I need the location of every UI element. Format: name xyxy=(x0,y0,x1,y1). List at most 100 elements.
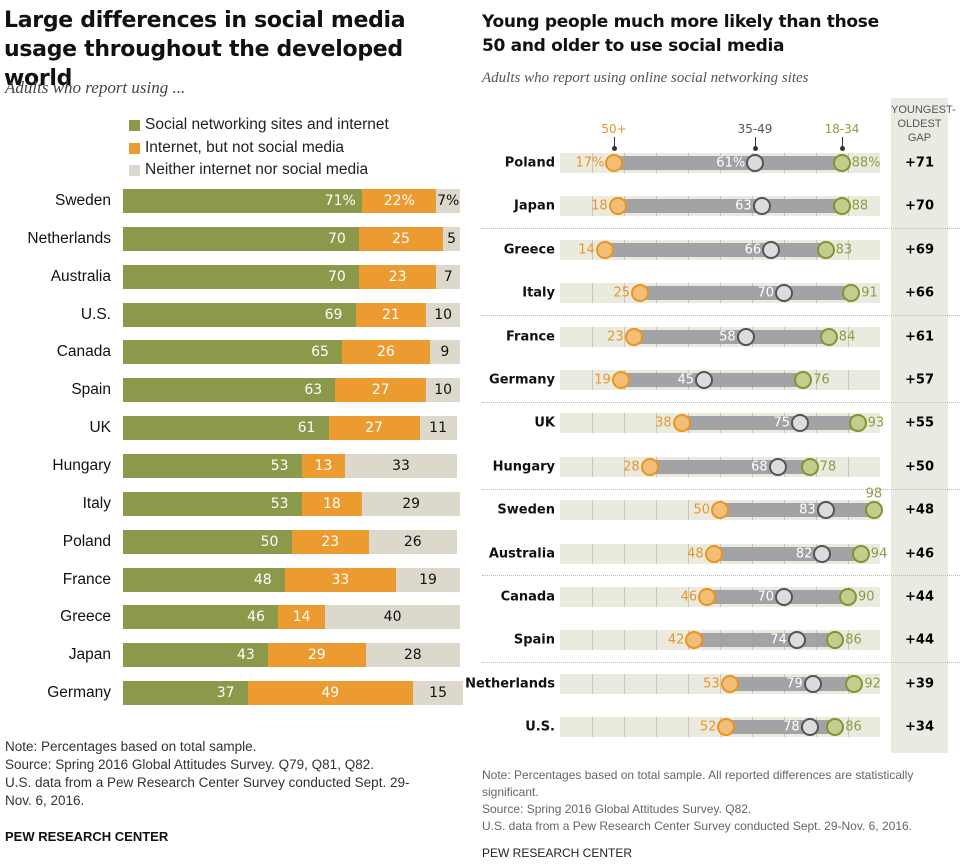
bar-segment-internet-only xyxy=(301,453,346,478)
dot-50plus xyxy=(611,371,630,389)
gridline-tick xyxy=(848,326,849,347)
bar-value-label: 53 xyxy=(270,495,289,512)
bar-value-label: 19 xyxy=(419,571,437,588)
gridline-tick xyxy=(624,630,625,651)
dot-value-label: 52 xyxy=(699,719,717,735)
dot-value-label: 25 xyxy=(613,285,630,301)
bar-value-label: 26 xyxy=(376,344,395,361)
row-group-separator xyxy=(482,314,960,316)
gridline-tick xyxy=(592,370,593,390)
dot-value-label: 94 xyxy=(870,546,888,562)
gridline-tick xyxy=(592,456,593,477)
note-line: Nov. 6, 2016. xyxy=(5,793,85,808)
category-label: Sweden xyxy=(497,502,555,518)
legend-item-social: Social networking sites and internet xyxy=(129,116,389,134)
category-label: UK xyxy=(534,415,555,431)
bar-segment-social xyxy=(123,529,292,554)
bar-segment-social xyxy=(123,681,248,706)
bar-segment-social xyxy=(123,340,343,365)
gridline-tick xyxy=(624,673,625,694)
gridline-tick xyxy=(592,196,593,217)
bar-segment-social xyxy=(123,264,359,289)
gridline-tick xyxy=(848,239,849,260)
dot-value-label: 90 xyxy=(858,589,875,605)
bar-value-label: 70 xyxy=(327,230,346,247)
bar-value-label: 11 xyxy=(429,420,448,437)
dot-35-49 xyxy=(787,631,806,650)
dot-value-label: 86 xyxy=(845,632,862,648)
bar-segment-internet-only xyxy=(335,378,427,403)
dot-value-label: 19 xyxy=(594,372,611,388)
range-bar xyxy=(617,199,842,214)
bar-value-label: 37 xyxy=(216,685,235,702)
bar-value-label: 25 xyxy=(392,230,410,247)
bar-value-label: 29 xyxy=(307,647,326,664)
category-label: Japan xyxy=(514,198,555,214)
bar-value-label: 23 xyxy=(321,533,340,550)
dot-value-label: 75 xyxy=(773,415,790,431)
gridline-tick xyxy=(688,543,689,564)
dot-50plus xyxy=(595,240,614,259)
legend-swatch-green xyxy=(129,119,140,131)
dot-value-label: 70 xyxy=(757,285,774,301)
legend-swatch-orange xyxy=(129,142,140,154)
category-label: Poland xyxy=(62,532,111,550)
dot-35-49 xyxy=(816,501,835,520)
dot-50plus xyxy=(640,457,659,476)
category-label: Japan xyxy=(68,646,111,664)
gridline-tick xyxy=(624,587,625,607)
dot-value-label: 28 xyxy=(623,459,640,475)
dot-value-label: 63 xyxy=(735,198,752,214)
gridline-tick xyxy=(688,500,689,521)
left-chart-note: Note: Percentages based on total sample.… xyxy=(5,738,465,810)
dot-18-34 xyxy=(832,154,851,172)
gridline-tick xyxy=(656,717,657,738)
dot-35-49 xyxy=(775,284,793,303)
gap-value: +50 xyxy=(905,459,934,475)
range-bar xyxy=(633,329,829,344)
dot-18-34 xyxy=(851,544,870,563)
dot-35-49 xyxy=(803,674,822,693)
gridline-tick xyxy=(592,153,593,173)
bar-value-label: 33 xyxy=(331,571,350,588)
dot-value-label: 48 xyxy=(687,546,704,562)
bar-segment-neither xyxy=(436,264,460,289)
dot-value-label: 78 xyxy=(783,719,800,735)
bar-value-label: 26 xyxy=(403,533,422,550)
dot-value-label: 91 xyxy=(861,285,878,301)
category-label: UK xyxy=(89,419,111,437)
dot-value-label: 18 xyxy=(591,198,608,214)
dot-value-label: 50 xyxy=(693,502,710,518)
series-label-50plus: 50+ xyxy=(601,122,627,136)
gridline-tick xyxy=(592,239,593,260)
bar-value-label: 9 xyxy=(440,344,450,361)
bar-segment-neither xyxy=(362,491,460,516)
bar-value-label: 61 xyxy=(297,420,316,437)
category-label: Germany xyxy=(489,372,555,388)
dot-value-label: 78 xyxy=(819,459,837,475)
category-label: Sweden xyxy=(54,192,111,209)
bar-segment-internet-only xyxy=(267,643,366,668)
gridline-tick xyxy=(592,717,593,738)
category-label: Hungary xyxy=(52,456,111,474)
dot-value-label: 45 xyxy=(677,372,694,388)
gridline-tick xyxy=(688,717,689,738)
gridline-tick xyxy=(720,673,721,694)
bar-value-label: 65 xyxy=(311,344,329,361)
range-bar xyxy=(640,286,852,301)
bar-value-label: 13 xyxy=(314,457,333,474)
bar-value-label: 70 xyxy=(327,268,346,285)
range-bar xyxy=(681,416,858,431)
dot-18-34 xyxy=(826,718,845,737)
bar-segment-neither xyxy=(443,226,460,251)
bar-segment-internet-only xyxy=(301,491,363,516)
note-line: Note: Percentages based on total sample.… xyxy=(482,768,914,799)
bar-segment-neither xyxy=(426,302,460,327)
bar-value-label: 48 xyxy=(253,571,272,588)
legend-label: Neither internet nor social media xyxy=(145,161,369,178)
series-pointer-50plus xyxy=(612,137,617,151)
gap-value: +69 xyxy=(905,242,934,258)
gap-header-line: OLDEST xyxy=(897,118,942,130)
bar-segment-neither xyxy=(369,529,457,554)
dot-value-label: 79 xyxy=(786,676,803,692)
